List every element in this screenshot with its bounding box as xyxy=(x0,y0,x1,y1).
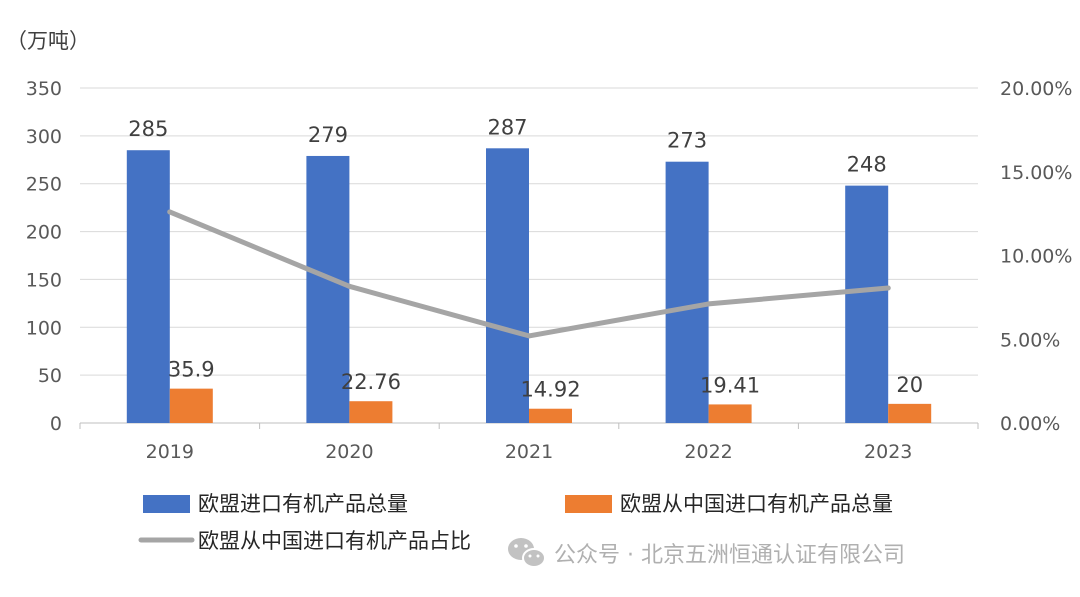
share-line-point xyxy=(526,333,532,339)
data-label-eu-total: 285 xyxy=(128,117,168,141)
data-label-china-total: 14.92 xyxy=(520,378,580,402)
x-tick-label: 2020 xyxy=(325,441,373,463)
left-tick-label: 0 xyxy=(50,413,62,435)
left-tick-label: 200 xyxy=(26,222,62,244)
legend-label-total: 欧盟进口有机产品总量 xyxy=(198,492,408,516)
watermark-text: 公众号 · 北京五洲恒通认证有限公司 xyxy=(554,543,905,568)
bar-china-total xyxy=(529,408,572,423)
unit-label: （万吨） xyxy=(6,29,90,53)
bar-china-total xyxy=(169,388,213,423)
bar-eu-total xyxy=(665,161,709,423)
left-tick-label: 350 xyxy=(26,78,62,100)
x-tick-label: 2023 xyxy=(864,441,912,463)
right-axis-ticks: 0.00% 5.00% 10.00% 15.00% 20.00% xyxy=(1000,78,1072,435)
data-label-eu-total: 273 xyxy=(667,129,707,153)
bar-china-total xyxy=(349,401,393,423)
legend: 欧盟进口有机产品总量 欧盟从中国进口有机产品总量 欧盟从中国进口有机产品占比 xyxy=(138,492,893,553)
legend-label-china: 欧盟从中国进口有机产品总量 xyxy=(620,492,893,516)
data-label-china-total: 19.41 xyxy=(700,373,760,397)
data-label-china-total: 20 xyxy=(896,373,923,397)
share-line-point xyxy=(167,209,173,215)
wechat-icon xyxy=(508,538,546,568)
right-tick-label: 20.00% xyxy=(1000,78,1072,100)
bars xyxy=(126,148,932,424)
right-tick-label: 10.00% xyxy=(1000,246,1072,268)
bar-eu-total xyxy=(845,185,889,423)
data-labels: 285 279 287 273 248 35.9 22.76 14.92 19.41 20 xyxy=(128,115,923,401)
left-tick-label: 300 xyxy=(26,126,62,148)
legend-swatch-china xyxy=(565,495,612,513)
left-axis-ticks: 0 50 100 150 200 250 300 350 xyxy=(26,78,62,435)
share-line-point xyxy=(706,301,712,307)
share-line xyxy=(167,209,891,339)
left-tick-label: 50 xyxy=(38,365,62,387)
bar-eu-total xyxy=(306,155,350,423)
data-label-eu-total: 287 xyxy=(487,115,527,139)
x-axis-ticks: 2019 2020 2021 2022 2023 xyxy=(79,423,979,463)
x-tick-label: 2021 xyxy=(505,441,553,463)
left-tick-label: 100 xyxy=(26,317,62,339)
right-tick-label: 5.00% xyxy=(1000,329,1060,351)
right-tick-label: 0.00% xyxy=(1000,413,1060,435)
bar-eu-total xyxy=(126,150,170,423)
data-label-china-total: 35.9 xyxy=(168,358,215,382)
bar-eu-total xyxy=(486,148,529,424)
share-line-point xyxy=(885,285,891,291)
left-tick-label: 250 xyxy=(26,174,62,196)
legend-swatch-total xyxy=(143,495,190,513)
bar-china-total xyxy=(708,404,752,423)
share-line-point xyxy=(346,283,352,289)
watermark: 公众号 · 北京五洲恒通认证有限公司 xyxy=(508,538,905,568)
x-tick-label: 2022 xyxy=(684,441,732,463)
data-label-eu-total: 248 xyxy=(847,153,887,177)
right-tick-label: 15.00% xyxy=(1000,162,1072,184)
bar-china-total xyxy=(888,403,932,423)
x-tick-label: 2019 xyxy=(146,441,194,463)
data-label-eu-total: 279 xyxy=(308,123,348,147)
left-tick-label: 150 xyxy=(26,269,62,291)
data-label-china-total: 22.76 xyxy=(341,370,401,394)
legend-label-share: 欧盟从中国进口有机产品占比 xyxy=(198,529,471,553)
